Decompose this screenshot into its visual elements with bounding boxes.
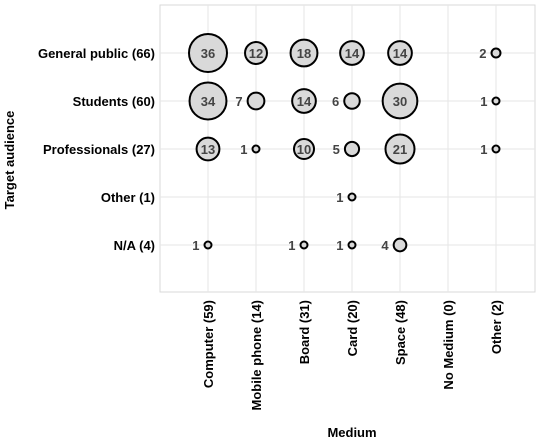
bubble [490, 47, 502, 59]
column-label: Card (20) [345, 300, 360, 356]
bubble [387, 40, 413, 66]
bubble-value-label: 1 [288, 238, 295, 253]
bubble [291, 88, 317, 114]
bubble [381, 82, 419, 120]
bubble-value-label: 5 [333, 142, 340, 157]
bubble-value-label: 1 [192, 238, 199, 253]
row-label: N/A (4) [114, 238, 155, 253]
bubble [195, 136, 221, 162]
bubble-value-label: 21 [393, 142, 407, 157]
bubble-value-label: 2 [479, 46, 486, 61]
bubble-value-label: 12 [249, 46, 263, 61]
bubble [188, 33, 228, 73]
bubble-value-label: 1 [336, 190, 343, 205]
column-label: Other (2) [489, 300, 504, 354]
row-label: Professionals (27) [43, 142, 155, 157]
bubble-value-label: 1 [480, 142, 487, 157]
column-label: Computer (59) [201, 300, 216, 388]
bubble [339, 40, 365, 66]
bubble-value-label: 6 [332, 94, 339, 109]
bubble-value-label: 13 [201, 142, 215, 157]
column-label: No Medium (0) [441, 300, 456, 390]
bubble [384, 133, 416, 165]
bubble [347, 240, 357, 250]
bubble-value-label: 34 [201, 94, 216, 109]
bubble-value-label: 10 [297, 142, 311, 157]
bubble-value-label: 1 [240, 142, 247, 157]
bubble [289, 38, 319, 68]
bubble [251, 144, 261, 154]
row-label: General public (66) [38, 46, 155, 61]
bubble [491, 96, 501, 106]
bubble-value-label: 14 [345, 46, 360, 61]
bubble [244, 41, 268, 65]
bubble [188, 81, 228, 121]
bubble-value-label: 14 [393, 46, 408, 61]
bubble [292, 137, 316, 161]
column-labels: Computer (59) Mobile phone (14) Board (31)… [201, 300, 504, 411]
y-axis-title: Target audience [2, 111, 17, 210]
row-label: Other (1) [101, 190, 155, 205]
bubble-value-label: 36 [201, 46, 215, 61]
bubble-value-label: 30 [393, 94, 407, 109]
x-axis-title: Medium [327, 425, 376, 440]
bubble [491, 144, 501, 154]
bubble-value-label: 18 [297, 46, 311, 61]
bubble-value-label: 14 [297, 94, 312, 109]
column-label: Space (48) [393, 300, 408, 365]
bubble-value-label: 1 [336, 238, 343, 253]
bubbles: 36 12 18 14 14 234 7 14 6 30 113 1 10 5 21 111 1 1 4 [188, 33, 502, 253]
row-label: Students (60) [73, 94, 155, 109]
bubble-value-label: 1 [480, 94, 487, 109]
bubble [246, 91, 266, 111]
bubble [343, 140, 361, 158]
bubble [392, 237, 408, 253]
bubble [347, 192, 357, 202]
bubble [343, 92, 361, 110]
column-label: Mobile phone (14) [249, 300, 264, 411]
column-label: Board (31) [297, 300, 312, 364]
bubble-value-label: 4 [381, 238, 389, 253]
bubble [203, 240, 213, 250]
row-labels: General public (66) Students (60) Professi… [38, 46, 155, 253]
bubble [299, 240, 309, 250]
bubble-value-label: 7 [235, 94, 242, 109]
